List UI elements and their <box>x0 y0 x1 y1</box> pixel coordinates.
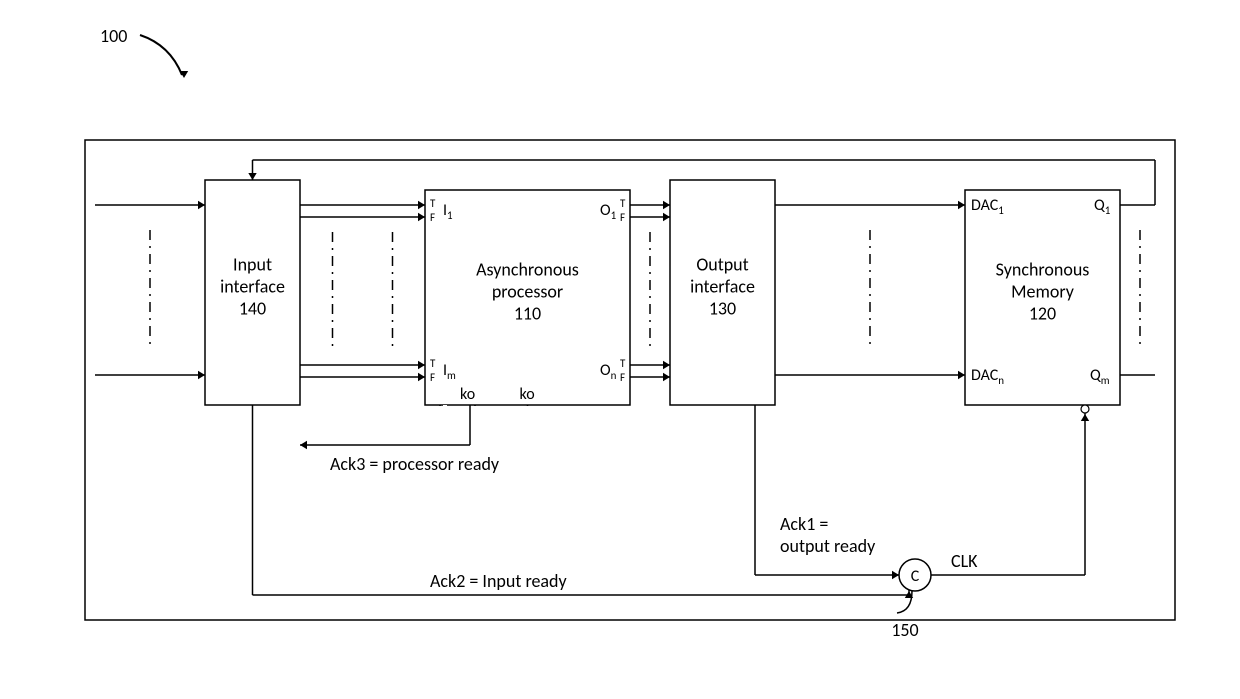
c-element-ref: 150 <box>891 619 918 641</box>
ack1-label2: output ready <box>780 535 876 557</box>
ref-number: 100 <box>100 25 127 47</box>
sync_mem-label: Synchronous <box>996 259 1090 281</box>
svg-text:Im: Im <box>443 361 456 382</box>
svg-text:T: T <box>430 197 436 210</box>
svg-text:On: On <box>600 361 617 382</box>
svg-text:F: F <box>620 211 625 224</box>
sync_mem-label: Memory <box>1011 281 1075 303</box>
async_proc-label: processor <box>492 281 563 303</box>
output_iface-label: 130 <box>709 298 736 320</box>
input_iface-label: Input <box>233 254 272 276</box>
async_proc-label: Asynchronous <box>476 259 579 281</box>
svg-text:F: F <box>430 211 435 224</box>
svg-text:ko: ko <box>520 385 535 404</box>
svg-text:F: F <box>620 371 625 384</box>
output_iface-label: Output <box>696 254 748 276</box>
sync_mem-label: 120 <box>1029 303 1056 325</box>
svg-text:T: T <box>620 357 626 370</box>
svg-text:O1: O1 <box>600 201 617 222</box>
input_iface-label: interface <box>220 276 285 298</box>
svg-text:I1: I1 <box>443 201 453 222</box>
ack1-label: Ack1 = <box>780 513 828 535</box>
async_proc-label: 110 <box>514 303 541 325</box>
input_iface-label: 140 <box>239 298 266 320</box>
clk-label: CLK <box>951 550 978 572</box>
svg-text:T: T <box>620 197 626 210</box>
svg-text:ko: ko <box>460 385 475 404</box>
svg-text:DACn: DACn <box>971 366 1004 387</box>
svg-text:F: F <box>430 371 435 384</box>
svg-text:DAC1: DAC1 <box>971 196 1004 217</box>
svg-text:C: C <box>911 567 920 586</box>
svg-text:Q1: Q1 <box>1094 196 1111 217</box>
svg-text:Qm: Qm <box>1090 366 1110 387</box>
ack3-label: Ack3 = processor ready <box>330 453 500 475</box>
svg-text:T: T <box>430 357 436 370</box>
output_iface-label: interface <box>690 276 755 298</box>
ack2-label: Ack2 = Input ready <box>430 570 568 592</box>
